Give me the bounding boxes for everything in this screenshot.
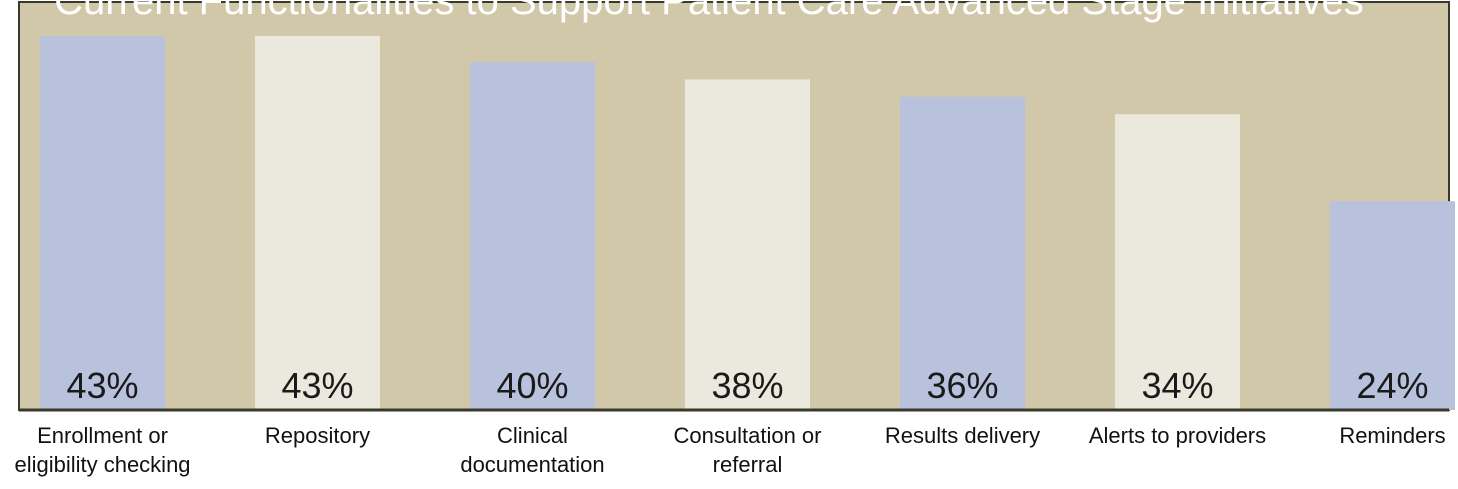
- value-label-1: 43%: [66, 365, 138, 406]
- bar-1: [40, 35, 165, 411]
- value-label-7: 24%: [1356, 365, 1428, 406]
- category-label-line: Clinical: [497, 423, 568, 448]
- category-label-6: Alerts to providers: [1089, 423, 1266, 448]
- category-label-line: Reminders: [1339, 423, 1445, 448]
- value-label-5: 36%: [926, 365, 998, 406]
- category-label-2: Repository: [265, 423, 370, 448]
- bar-5: [900, 96, 1025, 411]
- category-label-7: Reminders: [1339, 423, 1445, 448]
- category-label-3: Clinical documentation: [460, 423, 604, 477]
- category-label-line: Consultation or: [674, 423, 822, 448]
- bar-7: [1330, 201, 1455, 410]
- category-label-line: Enrollment or: [37, 423, 168, 448]
- category-label-line: Repository: [265, 423, 370, 448]
- bar-2: [255, 35, 380, 411]
- bar-4: [685, 79, 810, 411]
- category-label-line: Alerts to providers: [1089, 423, 1266, 448]
- value-label-2: 43%: [281, 365, 353, 406]
- bars-layer: [40, 35, 1455, 411]
- category-label-line: Results delivery: [885, 423, 1040, 448]
- category-label-5: Results delivery: [885, 423, 1040, 448]
- value-labels-layer: 43% 43% 40% 38% 36% 34% 24%: [66, 365, 1428, 406]
- category-label-1: Enrollment or eligibility checking: [14, 423, 190, 477]
- bar-6: [1115, 114, 1240, 410]
- bar-3: [470, 62, 595, 410]
- value-label-6: 34%: [1141, 365, 1213, 406]
- chart-title: Current Functionalities to Support Patie…: [54, 0, 1364, 23]
- category-label-line: eligibility checking: [14, 452, 190, 477]
- category-label-4: Consultation or referral: [674, 423, 822, 477]
- value-label-3: 40%: [496, 365, 568, 406]
- category-label-line: documentation: [460, 452, 604, 477]
- value-label-4: 38%: [711, 365, 783, 406]
- category-labels-layer: Enrollment or eligibility checking Reposit…: [14, 423, 1445, 477]
- category-label-line: referral: [713, 452, 783, 477]
